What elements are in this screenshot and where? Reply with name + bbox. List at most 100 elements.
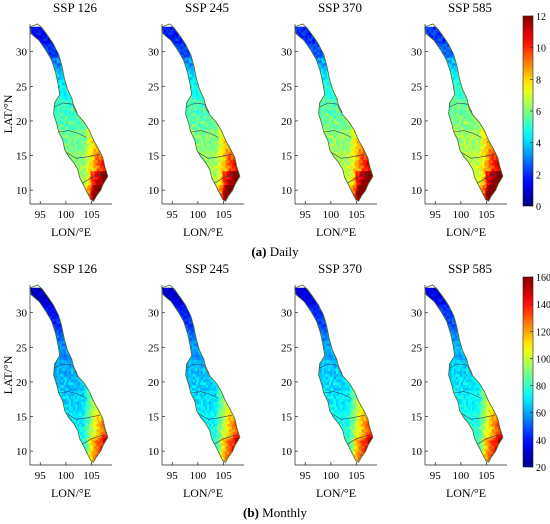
heatmap-cell bbox=[53, 384, 57, 388]
heatmap-cell bbox=[231, 420, 235, 424]
heatmap-cell bbox=[224, 154, 227, 158]
heatmap-cell bbox=[225, 181, 228, 186]
heatmap-cell bbox=[87, 181, 90, 186]
heatmap-cell bbox=[209, 115, 212, 119]
heatmap-cell bbox=[211, 401, 214, 405]
heatmap-cell bbox=[196, 134, 200, 138]
panel-title: SSP 126 bbox=[53, 0, 97, 15]
heatmap-cell bbox=[236, 176, 240, 180]
heatmap-cell bbox=[345, 129, 348, 133]
heatmap-cell bbox=[211, 148, 214, 152]
heatmap-cell bbox=[200, 423, 204, 427]
heatmap-cell bbox=[350, 137, 353, 141]
heatmap-cell bbox=[184, 318, 187, 322]
heatmap-cell bbox=[223, 406, 226, 411]
heatmap-cell bbox=[71, 406, 74, 411]
heatmap-cell bbox=[86, 459, 89, 463]
heatmap-cell bbox=[330, 76, 334, 80]
heatmap-cell bbox=[213, 423, 216, 427]
heatmap-cell bbox=[323, 145, 327, 150]
heatmap-cell bbox=[333, 118, 337, 122]
heatmap-cell bbox=[63, 93, 67, 97]
heatmap-cell bbox=[79, 442, 82, 447]
heatmap-cell bbox=[207, 365, 210, 369]
heatmap-cell bbox=[333, 134, 337, 138]
heatmap-cell bbox=[40, 29, 43, 33]
heatmap-cell bbox=[228, 415, 232, 419]
heatmap-cell bbox=[81, 376, 84, 380]
heatmap-cell bbox=[204, 154, 207, 158]
heatmap-cell bbox=[332, 132, 336, 136]
heatmap-cell bbox=[354, 134, 357, 138]
heatmap-cell bbox=[38, 296, 41, 300]
heatmap-cell bbox=[360, 140, 364, 144]
heatmap-cell bbox=[104, 437, 108, 441]
heatmap-cell bbox=[207, 104, 210, 108]
heatmap-cell bbox=[94, 170, 98, 174]
heatmap-cell bbox=[73, 148, 76, 152]
heatmap-cell bbox=[448, 129, 452, 133]
heatmap-cell bbox=[315, 109, 318, 114]
heatmap-cell bbox=[84, 440, 87, 444]
heatmap-cell bbox=[61, 90, 65, 94]
heatmap-cell bbox=[184, 60, 187, 64]
heatmap-cell bbox=[466, 137, 469, 141]
heatmap-cell bbox=[92, 198, 95, 202]
heatmap-cell bbox=[214, 381, 217, 386]
heatmap-cell bbox=[63, 345, 67, 350]
heatmap-cell bbox=[322, 73, 326, 78]
heatmap-cell bbox=[463, 140, 467, 144]
heatmap-cell bbox=[55, 351, 59, 355]
heatmap-cell bbox=[214, 156, 217, 161]
heatmap-cell bbox=[425, 26, 428, 30]
heatmap-cell bbox=[188, 62, 192, 66]
heatmap-cell bbox=[486, 187, 489, 191]
heatmap-cell bbox=[448, 123, 452, 127]
heatmap-cell bbox=[219, 445, 222, 449]
heatmap-cell bbox=[50, 109, 53, 114]
heatmap-cell bbox=[51, 48, 54, 53]
heatmap-cell bbox=[320, 120, 324, 125]
heatmap-cell bbox=[354, 143, 357, 147]
heatmap-cell bbox=[478, 148, 481, 152]
heatmap-cell bbox=[211, 426, 214, 430]
heatmap-cell bbox=[472, 143, 475, 147]
heatmap-cell bbox=[442, 40, 445, 44]
heatmap-cell bbox=[210, 429, 213, 433]
heatmap-cell bbox=[53, 90, 57, 94]
heatmap-cell bbox=[459, 104, 463, 108]
heatmap-cell bbox=[61, 387, 65, 391]
heatmap-cell bbox=[80, 120, 83, 125]
heatmap-cell bbox=[441, 35, 444, 39]
heatmap-cell bbox=[366, 162, 370, 166]
heatmap-cell bbox=[193, 357, 197, 361]
heatmap-cell bbox=[61, 93, 65, 97]
heatmap-cell bbox=[320, 54, 324, 58]
heatmap-cell bbox=[175, 312, 178, 316]
heatmap-cell bbox=[429, 29, 432, 33]
heatmap-cell bbox=[91, 409, 94, 413]
heatmap-cell bbox=[221, 148, 224, 152]
heatmap-cell bbox=[38, 35, 41, 39]
heatmap-cell bbox=[354, 184, 357, 188]
heatmap-cell bbox=[313, 62, 316, 66]
heatmap-cell bbox=[48, 101, 51, 105]
heatmap-cell bbox=[459, 140, 463, 144]
heatmap-cell bbox=[346, 134, 349, 138]
subbasin-boundary bbox=[318, 102, 343, 113]
heatmap-cell bbox=[48, 376, 51, 380]
heatmap-cell bbox=[68, 379, 72, 383]
heatmap-cell bbox=[84, 176, 87, 180]
heatmap-cell bbox=[73, 401, 76, 405]
heatmap-cell bbox=[222, 195, 225, 199]
heatmap-cell bbox=[201, 123, 205, 127]
heatmap-cell bbox=[478, 137, 481, 141]
heatmap-cell bbox=[495, 173, 499, 177]
heatmap-cell bbox=[470, 118, 473, 122]
heatmap-cell bbox=[456, 73, 460, 78]
heatmap-cell bbox=[478, 140, 481, 144]
heatmap-cell bbox=[197, 340, 201, 344]
heatmap-cell bbox=[215, 409, 218, 413]
heatmap-cell bbox=[79, 140, 82, 144]
heatmap-cell bbox=[491, 151, 495, 155]
